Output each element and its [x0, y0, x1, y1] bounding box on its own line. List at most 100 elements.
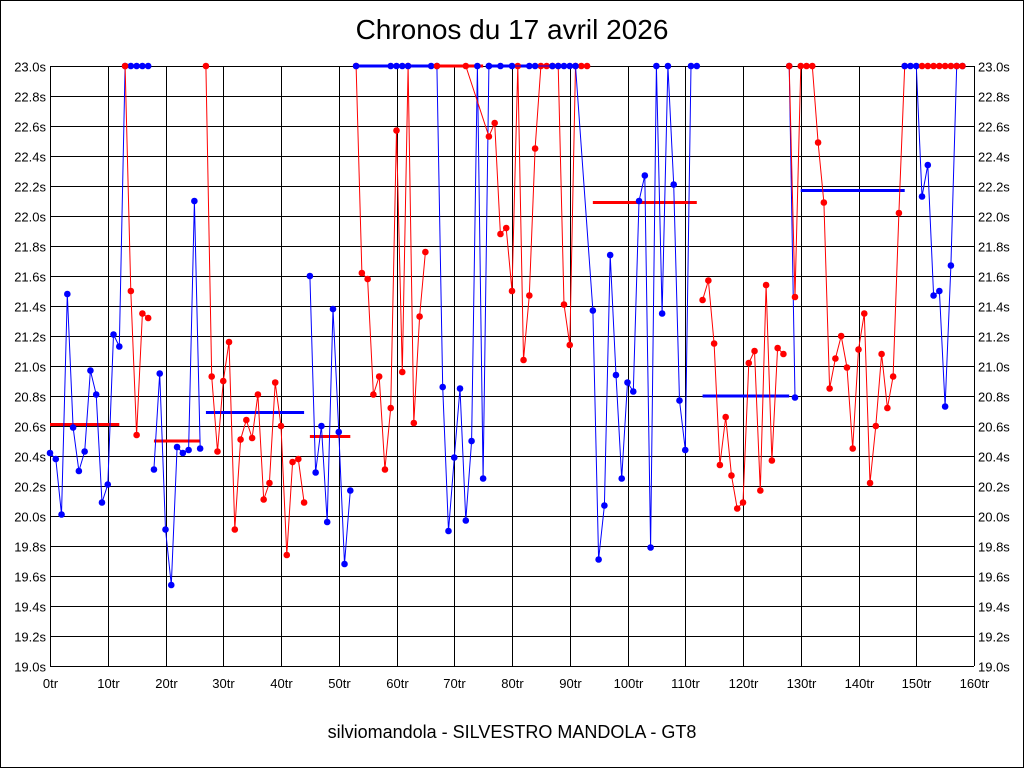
y-tick-label-left: 21.4s [14, 300, 46, 315]
y-tick-label-right: 20.6s [978, 420, 1010, 435]
data-point-red [924, 62, 932, 70]
series-line-red [436, 65, 588, 361]
data-point-blue [46, 449, 54, 457]
y-tick-label-right: 19.6s [978, 570, 1010, 585]
data-point-red [959, 62, 966, 70]
data-point-red [872, 422, 880, 430]
data-point-red [416, 313, 423, 320]
data-point-red [716, 461, 724, 469]
data-point-blue [462, 517, 470, 524]
data-point-red [266, 479, 273, 487]
data-point-red [508, 287, 516, 295]
data-point-red [283, 551, 291, 559]
data-point-blue [947, 262, 955, 269]
data-point-blue [635, 197, 643, 205]
y-tick-label-right: 20.8s [978, 390, 1010, 405]
data-point-blue [64, 290, 71, 298]
data-point-red [127, 287, 135, 295]
data-point-red [422, 248, 429, 256]
data-point-red [814, 139, 822, 146]
x-tick-label: 150tr [902, 676, 932, 691]
x-tick-label: 20tr [155, 676, 178, 691]
y-tick-label-left: 22.8s [14, 90, 46, 105]
data-point-red [520, 356, 527, 364]
y-tick-label-left: 20.6s [14, 420, 46, 435]
y-tick-label-left: 22.2s [14, 180, 46, 195]
data-point-blue [554, 62, 562, 70]
data-point-red [710, 340, 718, 347]
data-point-blue [941, 403, 949, 410]
y-tick-label-left: 22.0s [14, 210, 46, 225]
data-point-blue [653, 62, 660, 70]
y-tick-label-right: 20.4s [978, 450, 1010, 465]
data-point-red [462, 62, 470, 70]
data-point-blue [474, 62, 481, 70]
data-point-red [745, 359, 753, 367]
data-point-blue [87, 367, 94, 374]
data-point-blue [191, 197, 198, 205]
data-point-blue [676, 397, 683, 404]
data-point-red [855, 346, 862, 353]
x-tick-label: 130tr [787, 676, 817, 691]
data-point-red [289, 458, 296, 466]
x-tick-label: 90tr [559, 676, 582, 691]
data-point-red [889, 373, 897, 380]
data-point-red [728, 472, 735, 479]
x-tick-label: 120tr [729, 676, 759, 691]
data-point-red [300, 499, 308, 506]
data-point-blue [318, 422, 325, 430]
y-tick-label-left: 19.0s [14, 660, 46, 675]
data-point-blue [167, 581, 175, 589]
data-point-red [774, 344, 781, 352]
y-tick-label-right: 22.4s [978, 150, 1010, 165]
x-tick-label: 160tr [960, 676, 990, 691]
data-point-red [277, 422, 285, 430]
data-point-red [139, 310, 146, 317]
data-point-red [884, 404, 891, 412]
data-point-blue [393, 62, 400, 70]
data-point-blue [312, 469, 319, 476]
data-point-red [237, 436, 244, 443]
data-point-red [878, 350, 885, 358]
data-point-blue [606, 251, 614, 259]
data-point-red [947, 62, 955, 70]
y-tick-label-right: 23.0s [978, 60, 1010, 75]
x-tick-label: 10tr [97, 676, 120, 691]
y-tick-label-left: 22.6s [14, 120, 46, 135]
y-tick-label-left: 22.4s [14, 150, 46, 165]
data-point-red [578, 62, 585, 70]
data-point-blue [479, 475, 487, 482]
data-point-red [930, 62, 937, 70]
data-point-red [722, 413, 729, 421]
data-point-blue [352, 62, 360, 70]
series-line-blue [153, 200, 201, 586]
data-point-red [860, 310, 868, 317]
data-point-red [370, 391, 377, 398]
series-line-blue [904, 65, 963, 407]
y-tick-label-right: 21.6s [978, 270, 1010, 285]
data-point-blue [52, 455, 60, 463]
data-point-blue [81, 448, 88, 455]
data-point-blue [75, 467, 83, 475]
data-point-red [526, 292, 533, 299]
data-point-red [271, 379, 279, 386]
data-point-blue [612, 371, 620, 379]
data-point-blue [918, 193, 926, 200]
data-point-blue [445, 527, 452, 535]
x-tick-label: 50tr [328, 676, 351, 691]
data-point-red [497, 230, 504, 238]
chart-footer: silviomandola - SILVESTRO MANDOLA - GT8 [327, 722, 697, 742]
data-point-blue [127, 62, 135, 70]
data-point-red [243, 416, 250, 424]
data-point-blue [179, 449, 187, 457]
data-point-blue [139, 62, 146, 70]
data-point-red [387, 404, 395, 412]
data-point-blue [924, 161, 932, 169]
data-point-blue [687, 62, 695, 70]
y-tick-label-right: 22.2s [978, 180, 1010, 195]
data-point-red [797, 62, 805, 70]
x-tick-label: 100tr [614, 676, 644, 691]
data-point-blue [116, 343, 123, 350]
data-point-red [208, 373, 215, 380]
